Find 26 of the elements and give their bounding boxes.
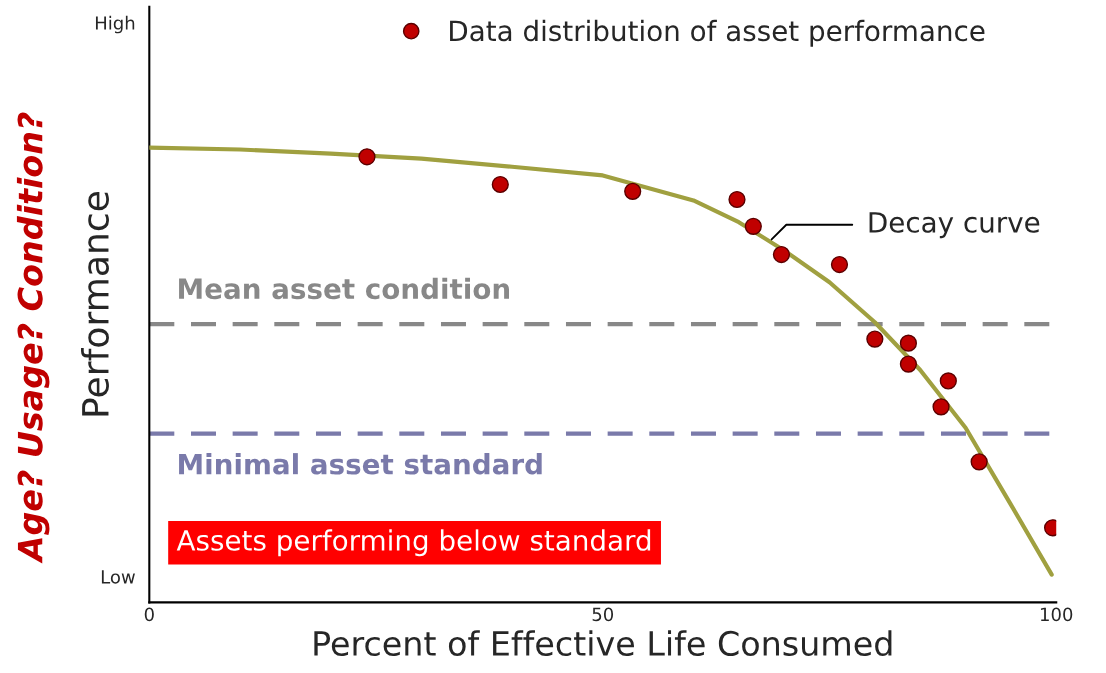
text: High — [95, 15, 135, 34]
point — [358, 148, 376, 166]
point — [899, 355, 918, 373]
point — [830, 255, 849, 274]
text: Age? Usage? Condition? — [16, 112, 50, 564]
point — [866, 330, 884, 348]
point — [624, 182, 642, 200]
annotation: Assets performing below standard — [176, 529, 651, 557]
point — [728, 190, 746, 209]
y-axis-title: Performance — [81, 192, 109, 416]
point — [932, 398, 950, 416]
text: Low — [101, 570, 135, 584]
x-axis-title: Percent of Effective Life Consumed — [314, 630, 892, 657]
point — [899, 334, 918, 352]
annotation: Decay curve — [869, 212, 1040, 239]
point — [939, 372, 957, 390]
ref-line-label: Mean asset condition — [179, 277, 510, 300]
point — [744, 217, 762, 235]
point — [772, 245, 791, 264]
x-tick-label: 50 — [592, 607, 614, 622]
ref-line-label: Minimal asset standard — [179, 453, 542, 475]
point — [970, 453, 988, 471]
x-tick-label: 0 — [144, 607, 154, 622]
point — [491, 175, 509, 194]
legend-label: Data distribution of asset performance — [450, 19, 985, 47]
x-tick-label: 100 — [1040, 607, 1073, 622]
